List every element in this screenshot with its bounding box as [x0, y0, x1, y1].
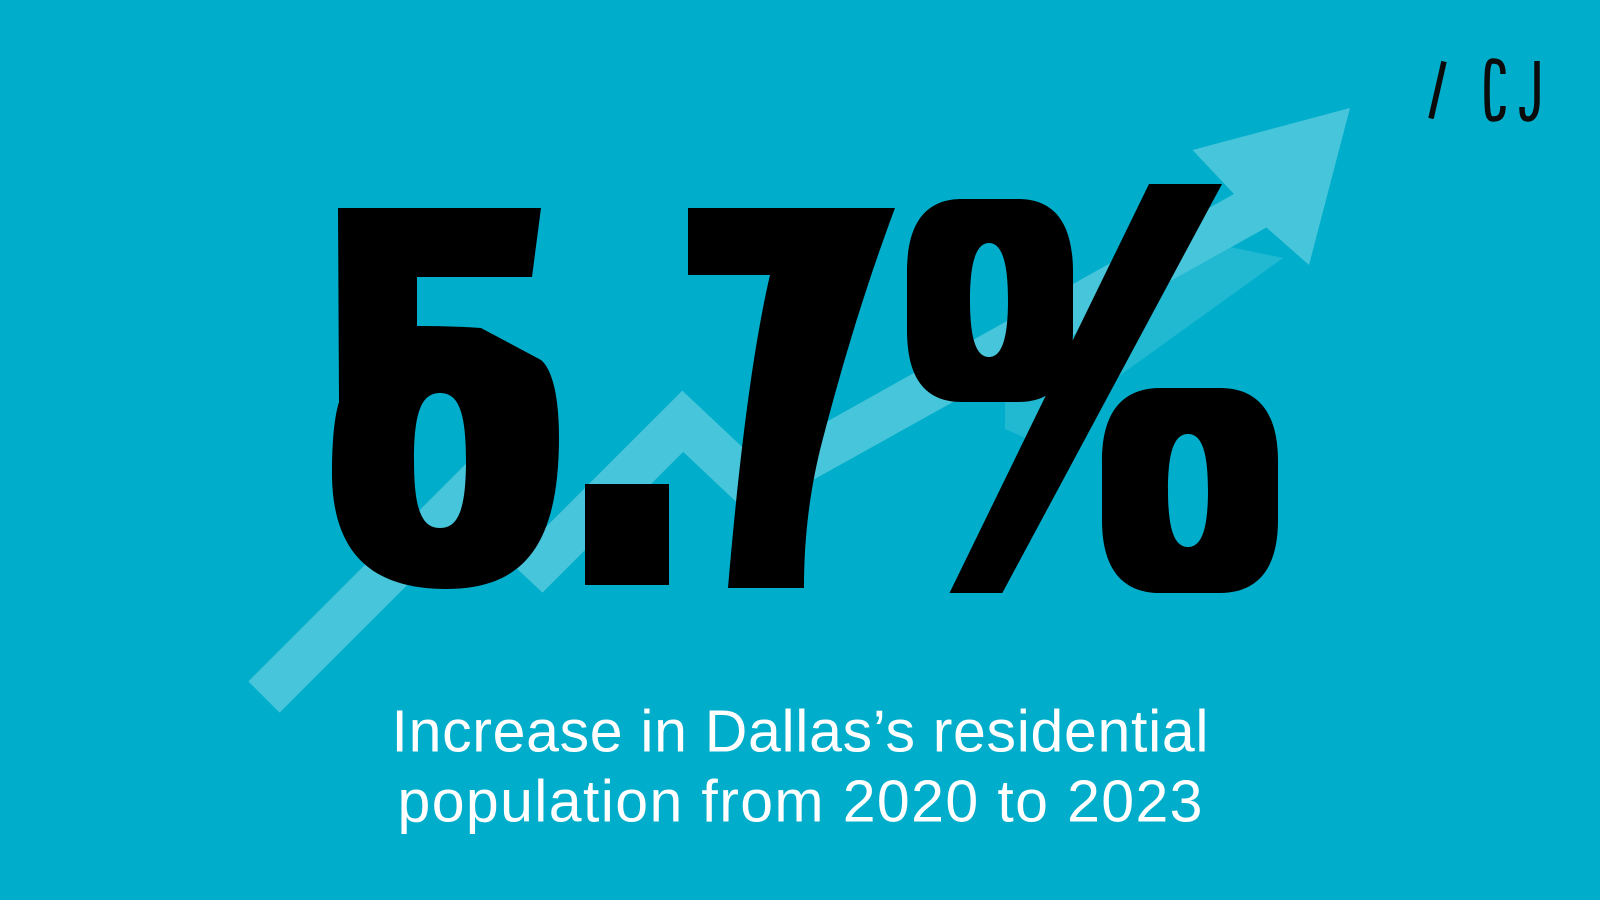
svg-text:population from 2020 to 2023: population from 2020 to 2023: [398, 769, 1203, 835]
svg-text:Increase in Dallas’s residenti: Increase in Dallas’s residential: [392, 699, 1209, 765]
